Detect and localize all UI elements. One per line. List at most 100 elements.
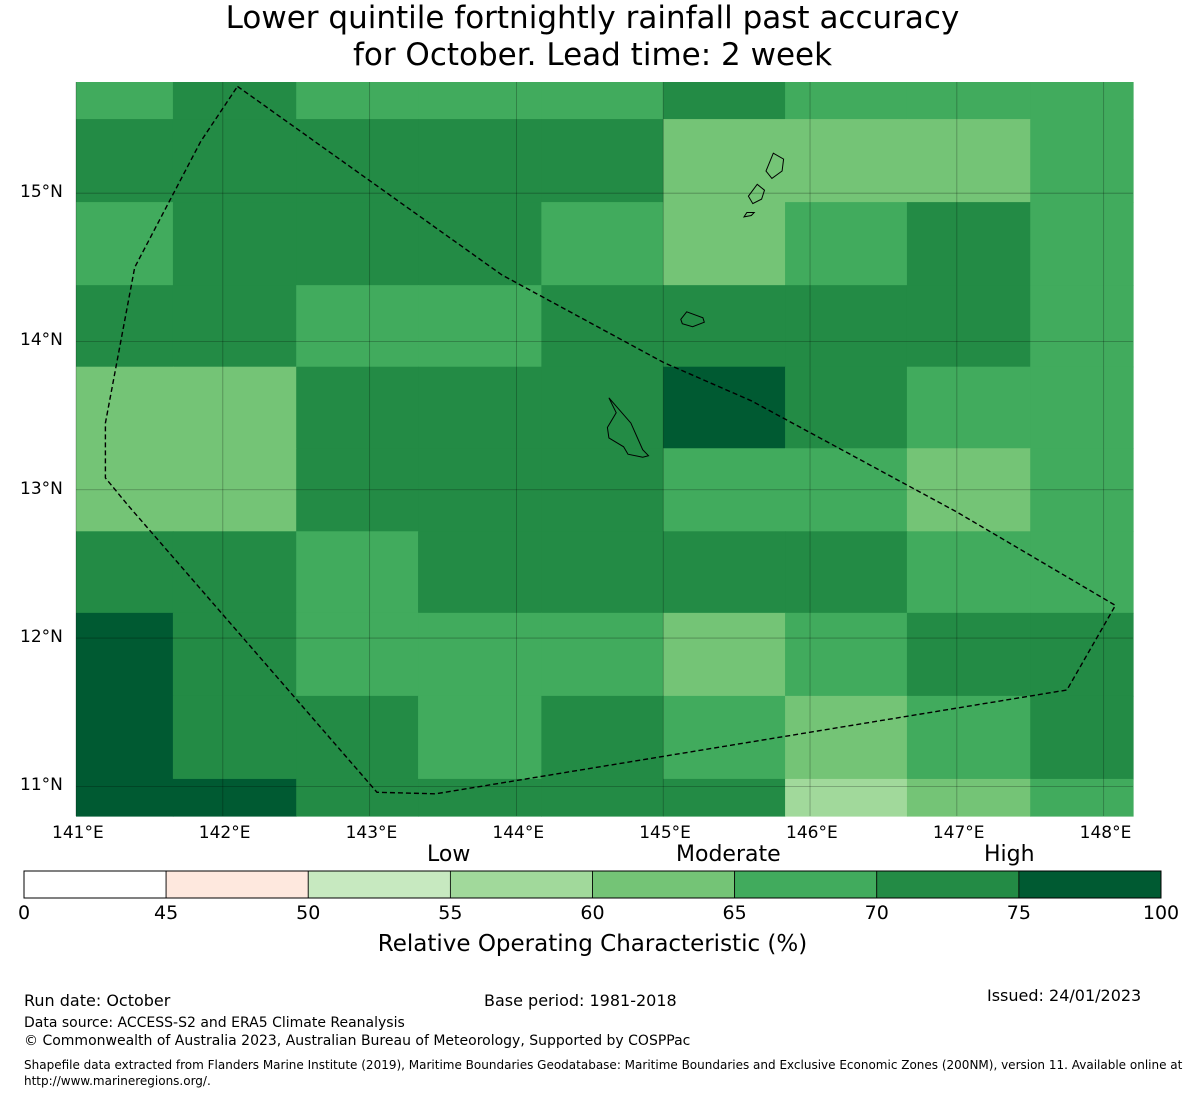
- chart-title-line-1: Lower quintile fortnightly rainfall past…: [225, 0, 960, 36]
- island-outline: [747, 183, 766, 205]
- category-high: High: [984, 842, 1035, 867]
- grid-cell: [906, 695, 1031, 780]
- grid-cell: [541, 612, 664, 697]
- grid-cell: [296, 119, 419, 203]
- grid-cell: [906, 778, 1031, 817]
- grid-cell: [663, 778, 786, 817]
- grid-cell: [76, 119, 174, 203]
- grid-cell: [663, 612, 786, 697]
- grid-cell: [785, 366, 908, 449]
- base-period: Base period: 1981-2018: [484, 991, 677, 1010]
- grid-cell: [541, 695, 664, 780]
- colorbar-segment: [734, 870, 878, 899]
- map-panel: [75, 82, 1134, 817]
- grid-cell: [296, 531, 419, 614]
- latitude-tick-label: 15°N: [20, 182, 63, 203]
- latitude-tick-label: 12°N: [20, 627, 63, 648]
- eez-boundary: [104, 85, 1117, 795]
- colorbar-tick-label: 70: [864, 902, 889, 924]
- grid-cell: [785, 531, 908, 614]
- colorbar-tick-label: 60: [580, 902, 605, 924]
- colorbar-tick-label: 50: [296, 902, 321, 924]
- longitude-tick-label: 144°E: [492, 823, 545, 843]
- colorbar-segment: [165, 870, 309, 899]
- island-outline: [765, 152, 785, 180]
- island-outline: [742, 212, 756, 218]
- grid-cell: [663, 695, 786, 780]
- grid-cell: [172, 119, 297, 203]
- grid-cell: [906, 202, 1031, 286]
- grid-cell: [785, 82, 908, 120]
- grid-cell: [785, 202, 908, 286]
- latitude-tick-label: 11°N: [20, 775, 63, 796]
- grid-cell: [172, 202, 297, 286]
- grid-cell: [76, 531, 174, 614]
- grid-cell: [76, 202, 174, 286]
- grid-cell: [418, 531, 542, 614]
- grid-cell: [1030, 366, 1134, 449]
- longitude-tick-label: 147°E: [932, 823, 985, 843]
- longitude-tick-label: 148°E: [1079, 823, 1132, 843]
- grid-cell: [418, 285, 542, 368]
- colorbar-segment: [449, 870, 593, 899]
- grid-cell: [785, 448, 908, 532]
- grid-cell: [663, 285, 786, 368]
- longitude-tick-label: 142°E: [198, 823, 251, 843]
- grid-cell: [172, 82, 297, 120]
- grid-cell: [296, 778, 419, 817]
- colorbar-segment: [23, 870, 167, 899]
- grid-cell: [541, 285, 664, 368]
- grid-cell: [172, 448, 297, 532]
- run-date: Run date: October: [24, 991, 171, 1010]
- grid-cell: [172, 285, 297, 368]
- colorbar-frame: [23, 870, 1162, 899]
- colorbar-segment: [876, 870, 1020, 899]
- grid-cell: [296, 366, 419, 449]
- grid-cell: [906, 119, 1031, 203]
- grid-cell: [296, 448, 419, 532]
- grid-cell: [906, 285, 1031, 368]
- grid-cell: [1030, 119, 1134, 203]
- grid-cell: [1030, 285, 1134, 368]
- grid-cell: [906, 366, 1031, 449]
- grid-cell: [1030, 82, 1134, 120]
- grid-cell: [1030, 695, 1134, 780]
- grid-cell: [541, 82, 664, 120]
- data-source: Data source: ACCESS-S2 and ERA5 Climate …: [24, 1015, 405, 1031]
- grid-cell: [1030, 531, 1134, 614]
- grid-cell: [663, 531, 786, 614]
- grid-cell: [663, 82, 786, 120]
- grid-cell: [172, 695, 297, 780]
- island-outline: [606, 397, 650, 458]
- grid-cell: [1030, 612, 1134, 697]
- grid-cell: [1030, 448, 1134, 532]
- grid-cell: [418, 82, 542, 120]
- grid-cell: [418, 119, 542, 203]
- grid-cell: [785, 612, 908, 697]
- colorbar-title: Relative Operating Characteristic (%): [377, 931, 808, 957]
- copyright: © Commonwealth of Australia 2023, Austra…: [24, 1033, 691, 1049]
- grid-cell: [785, 778, 908, 817]
- longitude-tick-label: 145°E: [639, 823, 691, 843]
- grid-cell: [418, 695, 542, 780]
- grid-cell: [296, 695, 419, 780]
- grid-cell: [541, 202, 664, 286]
- latitude-tick-label: 14°N: [20, 330, 63, 351]
- colorbar-tick-label: 75: [1006, 902, 1031, 924]
- grid-cell: [1030, 202, 1134, 286]
- grid-cell: [76, 612, 174, 697]
- grid-cell: [172, 612, 297, 697]
- grid-cell: [76, 82, 174, 120]
- latitude-tick-label: 13°N: [20, 478, 63, 499]
- longitude-tick-label: 141°E: [52, 823, 104, 843]
- grid-cell: [785, 285, 908, 368]
- grid-cell: [541, 778, 664, 817]
- grid-cell: [296, 612, 419, 697]
- colorbar-segment: [592, 870, 736, 899]
- grid-cell: [541, 366, 664, 449]
- grid-cell: [76, 778, 174, 817]
- grid-cell: [541, 119, 664, 203]
- longitude-tick-label: 146°E: [786, 823, 838, 843]
- colorbar-tick-label: 45: [154, 902, 179, 924]
- grid-cell: [663, 119, 786, 203]
